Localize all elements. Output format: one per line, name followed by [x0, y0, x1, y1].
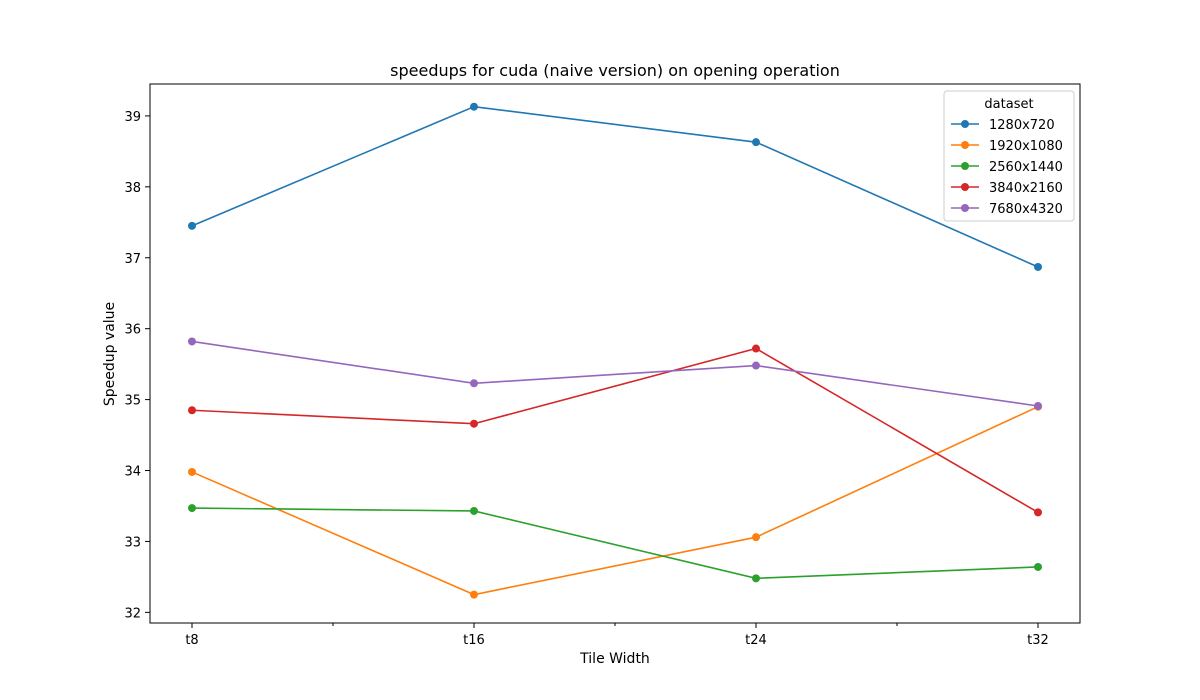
x-axis: t8 t16 t24 t32 — [185, 623, 1049, 648]
data-point — [188, 337, 196, 346]
data-point — [752, 361, 760, 370]
legend-marker — [961, 141, 969, 149]
plot-area — [149, 83, 1081, 624]
data-point — [470, 506, 478, 515]
legend-label: 2560x1440 — [989, 160, 1063, 175]
x-tick-label: t32 — [1027, 633, 1049, 648]
series-1280x720 — [188, 102, 1042, 271]
data-point — [188, 406, 196, 415]
legend-label: 1920x1080 — [989, 139, 1063, 154]
data-point — [188, 504, 196, 513]
legend: dataset 1280x720 1920x1080 2560x1440 3840x2… — [943, 90, 1075, 222]
y-tick-label: 33 — [124, 535, 141, 550]
series-2560x1440 — [188, 504, 1042, 583]
series-line — [191, 507, 1039, 580]
y-axis-label: Speedup value — [102, 302, 118, 406]
y-axis: 32 33 34 35 36 37 38 39 — [124, 110, 150, 621]
data-point — [470, 419, 478, 428]
legend-label: 3840x2160 — [989, 181, 1063, 196]
legend-item: 3840x2160 — [951, 181, 1063, 196]
legend-item: 2560x1440 — [951, 160, 1063, 175]
data-point — [1034, 401, 1042, 410]
legend-item: 1280x720 — [951, 118, 1055, 133]
y-tick-label: 32 — [124, 606, 141, 621]
series-7680x4320 — [188, 337, 1042, 410]
legend-title: dataset — [984, 97, 1033, 112]
y-tick-label: 39 — [124, 110, 141, 125]
y-tick-label: 37 — [124, 252, 141, 267]
legend-marker — [961, 204, 969, 212]
data-point — [470, 102, 478, 111]
legend-item: 1920x1080 — [951, 139, 1063, 154]
data-point — [470, 590, 478, 599]
y-tick-label: 36 — [124, 323, 141, 338]
x-axis-label: Tile Width — [579, 651, 650, 667]
series-line — [191, 347, 1039, 514]
data-point — [752, 574, 760, 583]
y-tick-label: 35 — [124, 394, 141, 409]
series-line — [191, 340, 1039, 407]
data-point — [752, 138, 760, 147]
data-point — [188, 221, 196, 230]
y-tick-label: 38 — [124, 181, 141, 196]
data-point — [752, 533, 760, 542]
legend-marker — [961, 162, 969, 170]
series-1920x1080 — [188, 402, 1042, 599]
data-point — [1034, 508, 1042, 517]
x-tick-label: t24 — [745, 633, 767, 648]
x-tick-label: t16 — [463, 633, 485, 648]
legend-marker — [961, 120, 969, 128]
legend-label: 7680x4320 — [989, 202, 1063, 217]
data-point — [1034, 562, 1042, 571]
series-line — [191, 405, 1039, 596]
x-tick-label: t8 — [185, 633, 198, 648]
series-3840x2160 — [188, 344, 1042, 517]
chart-title: speedups for cuda (naive version) on ope… — [390, 61, 840, 80]
data-point — [188, 467, 196, 476]
legend-item: 7680x4320 — [951, 202, 1063, 217]
y-tick-label: 34 — [124, 465, 141, 480]
legend-label: 1280x720 — [989, 118, 1055, 133]
series-line — [191, 105, 1039, 268]
legend-marker — [961, 183, 969, 191]
data-point — [470, 379, 478, 388]
series-layer — [188, 102, 1042, 599]
data-point — [752, 344, 760, 353]
data-point — [1034, 262, 1042, 271]
